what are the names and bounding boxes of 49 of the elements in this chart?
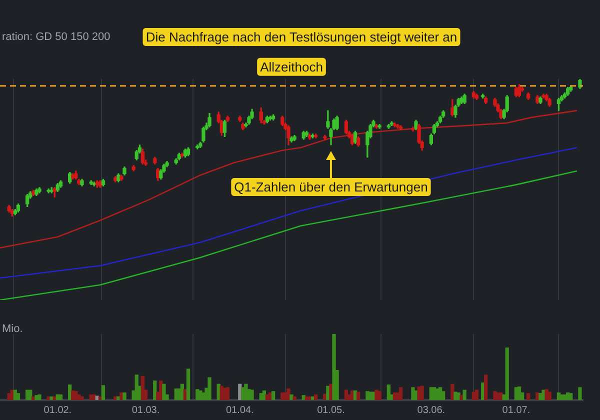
bar [16,393,20,400]
bar [578,387,582,400]
bar [271,391,276,400]
bar [226,387,230,400]
bar [569,393,573,400]
bar [122,392,126,400]
bar [77,394,81,400]
bar [286,388,290,400]
bar [450,384,454,400]
bar [378,391,382,400]
bar [208,377,212,400]
bar [356,392,360,400]
bar [505,348,509,400]
bar [456,392,460,400]
bar [386,384,390,400]
bar [462,390,466,400]
bar [548,392,552,400]
bar [474,390,479,400]
x-tick-label: 01.02. [44,404,72,416]
bar [38,394,42,400]
bar [186,368,190,400]
bar [411,387,415,400]
bar [332,334,336,400]
bar [441,391,446,400]
bar [58,394,63,400]
bar [290,394,294,400]
bar [250,390,254,400]
x-tick-label: 03.06. [417,404,446,416]
bar [544,389,548,400]
annotation: Q1-Zahlen über den Erwartungen [234,180,428,195]
text: ration: GD 50 150 200 [2,31,110,44]
bar [101,385,106,400]
bar [484,374,488,400]
bar [314,394,318,400]
bar [140,376,145,400]
bar [292,396,296,400]
bar [162,384,166,400]
ref-line-label: Allzeithoch [260,59,323,74]
bar [526,393,530,400]
bar [80,396,84,400]
x-tick-label: 01.05. [317,404,345,416]
x-tick-label: 01.07. [502,404,530,416]
annotation: Mio. [2,323,23,336]
chart-title: Die Nachfrage nach den Testlösungen steigt weiter an [146,30,458,45]
bar [398,387,403,400]
x-tick-label: 01.04. [226,404,254,416]
x-tick-label: 01.03. [132,404,160,416]
bar [420,386,424,400]
bar [153,380,157,400]
